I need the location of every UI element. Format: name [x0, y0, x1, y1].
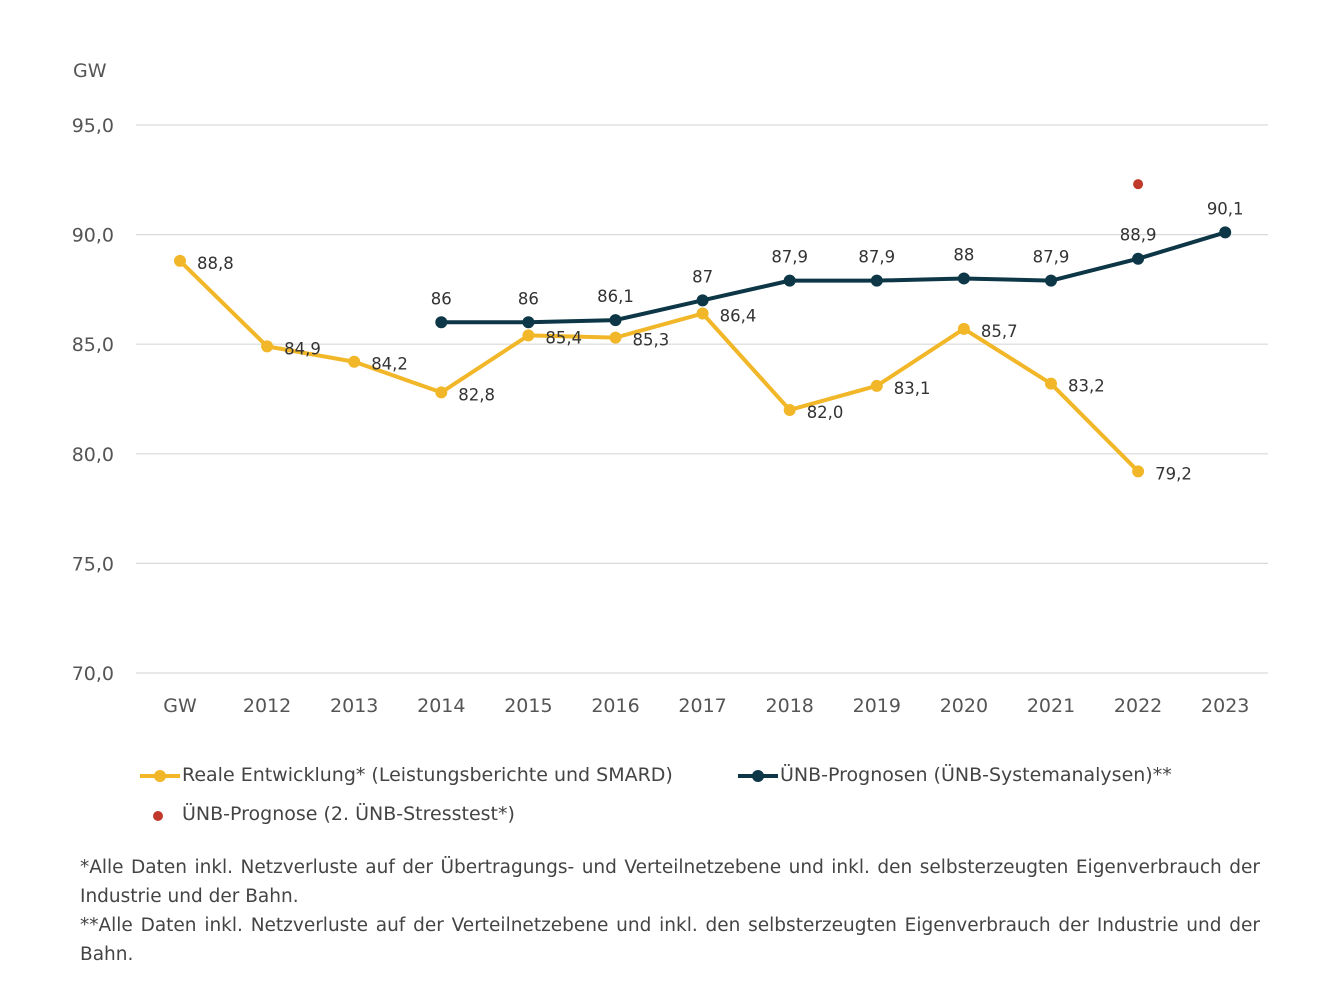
series-line: [178, 259, 1140, 473]
data-point: [957, 322, 970, 335]
data-point: [435, 386, 448, 399]
x-tick-label: 2022: [1114, 695, 1162, 717]
data-point: [696, 294, 709, 307]
x-tick-label: 2019: [853, 695, 901, 717]
data-label: 84,2: [371, 355, 408, 374]
data-label: 83,2: [1068, 377, 1105, 396]
data-point: [609, 331, 622, 344]
gridlines: [136, 124, 1268, 674]
series-reale-entwicklung: [174, 254, 1145, 478]
series-layer: [174, 179, 1232, 478]
data-point: [1219, 226, 1232, 239]
data-label: 88: [953, 245, 974, 264]
x-tick-label: 2023: [1201, 695, 1249, 717]
legend-label-reale: Reale Entwicklung* (Leistungsberichte un…: [182, 764, 673, 786]
x-tick-label: 2020: [940, 695, 988, 717]
data-point: [870, 379, 883, 392]
legend-swatch-stresstest: [153, 811, 163, 821]
x-tick-label: 2012: [243, 695, 291, 717]
legend-label-uenb-prognosen: ÜNB-Prognosen (ÜNB-Systemanalysen)**: [780, 764, 1172, 786]
data-label: 88,8: [197, 254, 234, 273]
y-tick-label: 85,0: [72, 334, 114, 356]
data-label: 87,9: [771, 248, 808, 267]
data-point: [1045, 377, 1057, 390]
data-label: 79,2: [1155, 464, 1192, 483]
data-point: [522, 329, 535, 342]
data-label: 82,0: [807, 403, 844, 422]
data-label: 82,8: [458, 385, 495, 404]
data-point: [261, 340, 274, 353]
data-point: [435, 316, 448, 329]
y-tick-label: 70,0: [72, 663, 114, 685]
data-point: [957, 272, 970, 285]
data-point: [609, 314, 622, 327]
data-point: [1133, 179, 1144, 190]
data-label: 86: [518, 289, 539, 308]
series-uenb-prognosen: [435, 226, 1232, 329]
line-chart: 70,0 75,0 80,0 85,0 90,0 95,0 GW 2012 2013 2014 2…: [72, 115, 1268, 717]
data-point: [783, 403, 796, 416]
data-label: 83,1: [894, 379, 931, 398]
x-tick-label: 2014: [417, 695, 465, 717]
data-label: 86,4: [720, 307, 757, 326]
data-label: 86: [431, 289, 452, 308]
data-label: 84,9: [284, 339, 321, 358]
footnote-2: **Alle Daten inkl. Netzverluste auf der …: [80, 915, 1260, 965]
data-point: [174, 254, 186, 267]
data-point: [1132, 465, 1145, 478]
x-tick-label: 2017: [678, 695, 726, 717]
x-axis-ticks: GW 2012 2013 2014 2015 2016 2017 2018 2019 2020 20…: [163, 695, 1249, 717]
legend-swatch-uenb-prognosen: [738, 770, 778, 782]
data-label: 90,1: [1207, 199, 1244, 218]
y-tick-label: 90,0: [72, 225, 114, 247]
x-tick-label: 2015: [504, 695, 552, 717]
data-point: [1045, 274, 1057, 287]
data-label: 87: [692, 267, 713, 286]
y-tick-label: 80,0: [72, 444, 114, 466]
legend-label-stresstest: ÜNB-Prognose (2. ÜNB-Stresstest*): [182, 803, 515, 825]
data-point: [696, 307, 709, 320]
data-label: 87,9: [858, 248, 895, 267]
data-label: 87,9: [1033, 248, 1070, 267]
x-tick-label: 2013: [330, 695, 378, 717]
data-point: [783, 274, 796, 287]
data-point: [1132, 252, 1145, 265]
x-tick-label: 2018: [766, 695, 814, 717]
data-point: [870, 274, 883, 287]
y-axis-unit: GW: [73, 60, 107, 82]
series-line: [441, 230, 1226, 325]
data-label: 85,7: [981, 322, 1018, 341]
legend-swatch-reale: [140, 770, 180, 782]
data-label: 85,4: [545, 328, 582, 347]
x-tick-label: 2016: [591, 695, 639, 717]
series-uenb-stresstest: [1133, 179, 1144, 190]
y-axis-ticks: 70,0 75,0 80,0 85,0 90,0 95,0: [72, 115, 114, 685]
footnotes: *Alle Daten inkl. Netzverluste auf der Ü…: [80, 853, 1260, 969]
data-label: 88,9: [1120, 226, 1157, 245]
x-tick-label: 2021: [1027, 695, 1075, 717]
data-labels-layer: 88,8 84,9 84,2 82,8 85,4 85,3 86,4 82,0 83,1 85,7…: [197, 199, 1244, 483]
data-label: 86,1: [597, 287, 634, 306]
data-point: [348, 355, 361, 368]
data-label: 85,3: [633, 331, 670, 350]
footnote-1: *Alle Daten inkl. Netzverluste auf der Ü…: [80, 857, 1260, 907]
y-tick-label: 75,0: [72, 553, 114, 575]
y-tick-label: 95,0: [72, 115, 114, 137]
x-tick-label: GW: [163, 695, 197, 717]
data-point: [522, 316, 535, 329]
